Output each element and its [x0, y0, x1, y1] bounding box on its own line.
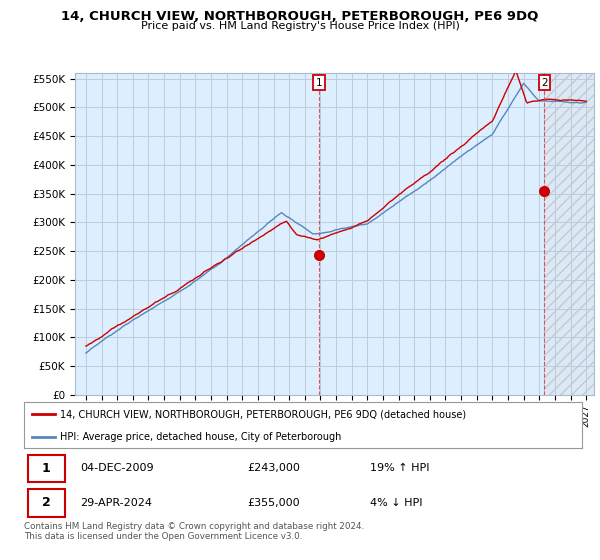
Text: HPI: Average price, detached house, City of Peterborough: HPI: Average price, detached house, City…: [60, 432, 341, 441]
Text: 14, CHURCH VIEW, NORTHBOROUGH, PETERBOROUGH, PE6 9DQ: 14, CHURCH VIEW, NORTHBOROUGH, PETERBORO…: [61, 10, 539, 23]
Bar: [28, 455, 65, 482]
Text: £355,000: £355,000: [247, 498, 300, 508]
Text: 2: 2: [42, 496, 50, 510]
Text: 2: 2: [541, 78, 548, 87]
Bar: [544, 73, 594, 395]
Bar: [28, 489, 65, 516]
Text: 29-APR-2024: 29-APR-2024: [80, 498, 152, 508]
Text: 19% ↑ HPI: 19% ↑ HPI: [370, 463, 430, 473]
Text: 04-DEC-2009: 04-DEC-2009: [80, 463, 154, 473]
Text: 4% ↓ HPI: 4% ↓ HPI: [370, 498, 422, 508]
Text: 1: 1: [42, 461, 50, 475]
Text: 1: 1: [316, 78, 322, 87]
Text: Contains HM Land Registry data © Crown copyright and database right 2024.
This d: Contains HM Land Registry data © Crown c…: [24, 522, 364, 542]
Bar: [544, 73, 594, 395]
Text: Price paid vs. HM Land Registry's House Price Index (HPI): Price paid vs. HM Land Registry's House …: [140, 21, 460, 31]
Text: £243,000: £243,000: [247, 463, 300, 473]
Text: 14, CHURCH VIEW, NORTHBOROUGH, PETERBOROUGH, PE6 9DQ (detached house): 14, CHURCH VIEW, NORTHBOROUGH, PETERBORO…: [60, 409, 466, 419]
